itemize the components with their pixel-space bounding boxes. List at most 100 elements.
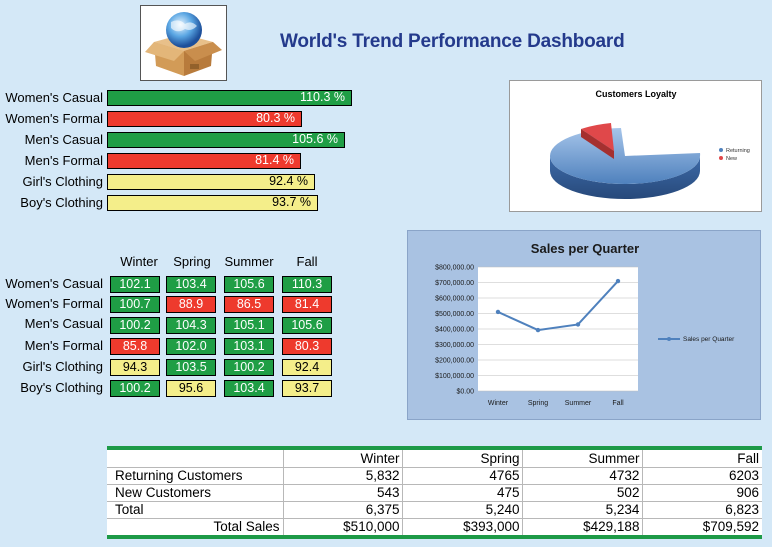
pie-chart-svg: Customers Loyalty Returning New xyxy=(550,89,750,199)
line-chart-title: Sales per Quarter xyxy=(531,241,639,256)
grid-column-header: Summer xyxy=(224,254,274,269)
table-cell: 475 xyxy=(402,483,524,502)
legend-label-new: New xyxy=(726,156,737,162)
table-row: New Customers 543 475 502 906 xyxy=(107,483,762,502)
pie-chart-title: Customers Loyalty xyxy=(595,89,676,99)
table-cell: 6203 xyxy=(642,466,762,485)
y-tick-label: $500,000.00 xyxy=(435,311,474,318)
performance-label: Women's Casual xyxy=(5,90,103,105)
table-row: Total 6,375 5,240 5,234 6,823 xyxy=(107,500,762,519)
table-cell: 906 xyxy=(642,483,762,502)
grid-column-header: Fall xyxy=(296,254,318,269)
table-cell: 5,832 xyxy=(282,466,404,485)
grid-row-label: Boy's Clothing xyxy=(20,380,103,395)
y-tick-label: $600,000.00 xyxy=(435,296,474,303)
grid-cell: 100.2 xyxy=(224,359,274,376)
grid-cell: 102.0 xyxy=(166,338,216,355)
grid-cell: 80.3 xyxy=(282,338,332,355)
box-globe-icon xyxy=(145,12,222,76)
grid-cell: 103.4 xyxy=(166,276,216,293)
performance-label: Girl's Clothing xyxy=(22,174,103,189)
y-tick-label: $400,000.00 xyxy=(435,327,474,334)
table-header-cell: Fall xyxy=(642,450,762,468)
grid-cell: 95.6 xyxy=(166,380,216,397)
grid-cell: 105.6 xyxy=(224,276,274,293)
table-cell: $709,592 xyxy=(642,517,762,535)
y-tick-label: $800,000.00 xyxy=(435,265,474,272)
table-cell: $429,188 xyxy=(522,517,644,535)
table-cell: New Customers xyxy=(107,483,284,502)
legend-label-returning: Returning xyxy=(726,148,750,154)
legend-marker-returning xyxy=(719,148,723,152)
sales-table: Winter Spring Summer Fall Returning Cust… xyxy=(107,446,762,539)
table-cell: 5,240 xyxy=(402,500,524,519)
legend-point-marker xyxy=(667,337,671,341)
grid-cell: 103.5 xyxy=(166,359,216,376)
data-point xyxy=(575,322,581,327)
y-tick-label: $300,000.00 xyxy=(435,342,474,349)
table-cell: Returning Customers xyxy=(107,466,284,485)
x-tick-label: Summer xyxy=(565,400,592,407)
table-header-cell: Summer xyxy=(522,450,644,468)
performance-bar: 80.3 % xyxy=(107,111,302,127)
y-tick-label: $0.00 xyxy=(456,389,474,396)
grid-cell: 102.1 xyxy=(110,276,160,293)
grid-cell: 93.7 xyxy=(282,380,332,397)
performance-bar: 105.6 % xyxy=(107,132,345,148)
grid-row-label: Men's Formal xyxy=(24,338,103,353)
table-cell: 4732 xyxy=(522,466,644,485)
table-row: Winter Spring Summer Fall xyxy=(107,450,762,468)
grid-cell: 88.9 xyxy=(166,296,216,313)
table-cell: $510,000 xyxy=(282,517,404,535)
grid-cell: 105.1 xyxy=(224,317,274,334)
table-cell: Total xyxy=(107,500,284,519)
table-cell: 543 xyxy=(282,483,404,502)
performance-label: Women's Formal xyxy=(5,111,103,126)
pie-slice-new xyxy=(581,123,614,151)
grid-row-label: Women's Formal xyxy=(5,296,103,311)
x-tick-label: Spring xyxy=(528,400,548,407)
grid-cell: 100.2 xyxy=(110,380,160,397)
performance-bar: 81.4 % xyxy=(107,153,301,169)
pie-slice-side xyxy=(550,156,700,199)
performance-label: Men's Casual xyxy=(24,132,103,147)
x-tick-label: Fall xyxy=(612,400,624,407)
table-header-cell: Spring xyxy=(402,450,524,468)
performance-bar: 93.7 % xyxy=(107,195,318,211)
table-cell: Total Sales xyxy=(107,517,284,535)
grid-row-label: Women's Casual xyxy=(5,276,103,291)
customers-loyalty-chart: Customers Loyalty Returning New xyxy=(509,80,762,212)
performance-label: Men's Formal xyxy=(24,153,103,168)
table-cell: 6,375 xyxy=(282,500,404,519)
grid-cell: 86.5 xyxy=(224,296,274,313)
grid-column-header: Winter xyxy=(120,254,158,269)
pie-slice-returning xyxy=(550,128,701,184)
table-cell: $393,000 xyxy=(402,517,524,535)
sales-per-quarter-chart: Sales per Quarter $0.00 $100,000.00 $200,0… xyxy=(407,230,761,420)
grid-cell: 104.3 xyxy=(166,317,216,334)
grid-cell: 103.1 xyxy=(224,338,274,355)
grid-cell: 92.4 xyxy=(282,359,332,376)
y-tick-label: $700,000.00 xyxy=(435,280,474,287)
grid-cell: 94.3 xyxy=(110,359,160,376)
grid-column-header: Spring xyxy=(173,254,211,269)
data-point xyxy=(615,278,621,284)
sales-series-line xyxy=(497,280,619,332)
grid-cell: 105.6 xyxy=(282,317,332,334)
data-point xyxy=(495,309,501,315)
table-cell: 5,234 xyxy=(522,500,644,519)
logo xyxy=(140,5,227,81)
legend-marker-new xyxy=(719,156,723,160)
grid-cell: 100.2 xyxy=(110,317,160,334)
grid-row-label: Girl's Clothing xyxy=(22,359,103,374)
performance-bar: 92.4 % xyxy=(107,174,315,190)
grid-row-label: Men's Casual xyxy=(24,316,103,331)
page-title: World's Trend Performance Dashboard xyxy=(280,31,625,52)
table-header-cell: Winter xyxy=(282,450,404,468)
grid-cell: 103.4 xyxy=(224,380,274,397)
table-cell: 6,823 xyxy=(642,500,762,519)
grid-cell: 85.8 xyxy=(110,338,160,355)
table-cell: 4765 xyxy=(402,466,524,485)
line-chart-svg: Sales per Quarter $0.00 $100,000.00 $200,0… xyxy=(435,241,735,407)
data-point xyxy=(535,327,541,333)
